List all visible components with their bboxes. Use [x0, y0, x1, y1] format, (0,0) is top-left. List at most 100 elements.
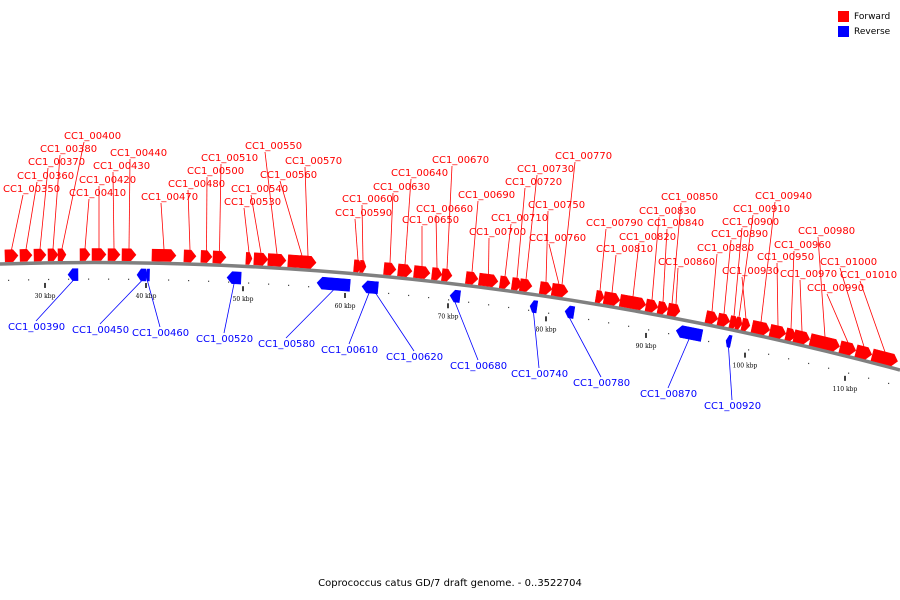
- leader-line: [39, 167, 49, 250]
- minor-tick: [848, 372, 850, 374]
- gene-arrow-cc1_00500: [200, 250, 213, 263]
- gene-label-cc1_00900: CC1_00900: [722, 217, 779, 228]
- scale-tick-label: 100 kbp: [733, 363, 758, 370]
- leader-line: [711, 253, 718, 312]
- gene-label-cc1_00720: CC1_00720: [505, 177, 562, 188]
- gene-arrow-cc1_00580: [316, 276, 351, 292]
- gene-arrow-cc1_00530: [245, 252, 253, 265]
- gene-arrow-cc1_00670: [441, 268, 453, 282]
- gene-label-cc1_00750: CC1_00750: [528, 200, 585, 211]
- minor-tick: [488, 304, 490, 306]
- minor-tick: [828, 367, 830, 369]
- minor-tick: [628, 325, 630, 327]
- leader-line: [35, 280, 74, 322]
- leader-line: [11, 194, 24, 250]
- minor-tick: [68, 278, 70, 280]
- gene-arrow-cc1_00730: [518, 278, 533, 292]
- leader-line: [651, 216, 660, 301]
- gene-arrow-cc1_00990: [838, 340, 857, 356]
- gene-arrow-cc1_00860: [670, 303, 681, 317]
- scale-tick-label: 40 kbp: [136, 293, 157, 300]
- minor-tick: [88, 278, 90, 280]
- gene-arrow-cc1_00700: [478, 272, 499, 288]
- gene-label-cc1_00520: CC1_00520: [196, 334, 253, 345]
- leader-line: [471, 200, 479, 273]
- minor-ticks: [8, 278, 890, 385]
- gene-label-cc1_00950: CC1_00950: [757, 252, 814, 263]
- leader-line: [223, 283, 235, 334]
- gene-label-cc1_00670: CC1_00670: [432, 155, 489, 166]
- minor-tick: [588, 318, 590, 321]
- gene-arrow-cc1_00710: [498, 275, 511, 289]
- leader-line: [435, 214, 438, 269]
- gene-arrow-cc1_00630: [383, 262, 397, 276]
- leader-line: [243, 207, 250, 253]
- leader-line: [569, 317, 602, 378]
- leader-line: [488, 237, 490, 275]
- minor-tick: [548, 312, 550, 314]
- gene-label-cc1_00500: CC1_00500: [187, 166, 244, 177]
- gene-label-cc1_00570: CC1_00570: [285, 156, 342, 167]
- gene-arrow-cc1_00510: [212, 250, 227, 264]
- leader-line: [147, 280, 161, 328]
- minor-tick: [188, 279, 190, 282]
- gene-arrow-cc1_00600: [359, 259, 367, 273]
- gene-arrow-cc1_00950: [768, 324, 787, 339]
- minor-tick: [168, 279, 170, 281]
- gene-arrow-cc1_00620: [373, 281, 379, 295]
- gene-label-cc1_00480: CC1_00480: [168, 179, 225, 190]
- gene-label-cc1_00820: CC1_00820: [619, 232, 676, 243]
- minor-tick: [208, 280, 210, 282]
- leader-line: [504, 223, 512, 277]
- gene-label-cc1_00600: CC1_00600: [342, 194, 399, 205]
- leader-line: [738, 214, 754, 318]
- leader-line: [675, 267, 679, 305]
- gene-label-cc1_00610: CC1_00610: [321, 345, 378, 356]
- gene-label-cc1_00510: CC1_00510: [201, 153, 258, 164]
- gene-label-cc1_00660: CC1_00660: [416, 204, 473, 215]
- gene-label-cc1_00730: CC1_00730: [517, 164, 574, 175]
- gene-label-cc1_00540: CC1_00540: [231, 184, 288, 195]
- minor-tick: [308, 286, 310, 288]
- scale-tick-label: 110 kbp: [833, 386, 858, 393]
- gene-label-cc1_00880: CC1_00880: [697, 243, 754, 254]
- leader-line: [454, 301, 479, 361]
- gene-arrow-cc1_00880: [704, 310, 719, 325]
- gene-label-cc1_00890: CC1_00890: [711, 229, 768, 240]
- leader-line: [52, 154, 61, 249]
- gene-label-cc1_00560: CC1_00560: [260, 170, 317, 181]
- leader-line: [375, 293, 415, 352]
- leader-line: [279, 180, 303, 256]
- leader-line: [304, 166, 309, 257]
- gene-label-cc1_00780: CC1_00780: [573, 378, 630, 389]
- minor-tick: [648, 329, 650, 331]
- gene-arrow-cc1_00470: [151, 248, 177, 262]
- gene-label-cc1_00990: CC1_00990: [807, 283, 864, 294]
- leader-line: [671, 202, 682, 304]
- gene-label-cc1_00440: CC1_00440: [110, 148, 167, 159]
- scale-tick-label: 90 kbp: [636, 343, 657, 350]
- legend-forward-label: Forward: [854, 11, 891, 22]
- gene-arrow-cc1_00820: [618, 294, 647, 311]
- gene-arrow-cc1_00920: [725, 334, 733, 348]
- gene-arrow-cc1_00720: [510, 277, 523, 291]
- leader-line: [361, 204, 364, 261]
- gene-label-cc1_00760: CC1_00760: [529, 233, 586, 244]
- gene-arrow-cc1_00650: [413, 265, 431, 279]
- gene-label-cc1_00630: CC1_00630: [373, 182, 430, 193]
- gene-label-cc1_00470: CC1_00470: [141, 192, 198, 203]
- gene-label-cc1_00370: CC1_00370: [28, 157, 85, 168]
- gene-arrow-cc1_00350: [4, 249, 19, 263]
- gene-label-cc1_00400: CC1_00400: [64, 131, 121, 142]
- leader-line: [611, 254, 617, 293]
- leader-line: [799, 279, 803, 332]
- gene-label-cc1_00640: CC1_00640: [391, 168, 448, 179]
- leader-line: [859, 280, 886, 353]
- gene-label-cc1_00940: CC1_00940: [755, 191, 812, 202]
- gene-label-cc1_00390: CC1_00390: [8, 322, 65, 333]
- leader-line: [84, 198, 90, 249]
- leader-line: [389, 192, 394, 264]
- minor-tick: [48, 278, 50, 281]
- legend-forward: Forward: [838, 9, 890, 24]
- leader-line: [817, 236, 826, 337]
